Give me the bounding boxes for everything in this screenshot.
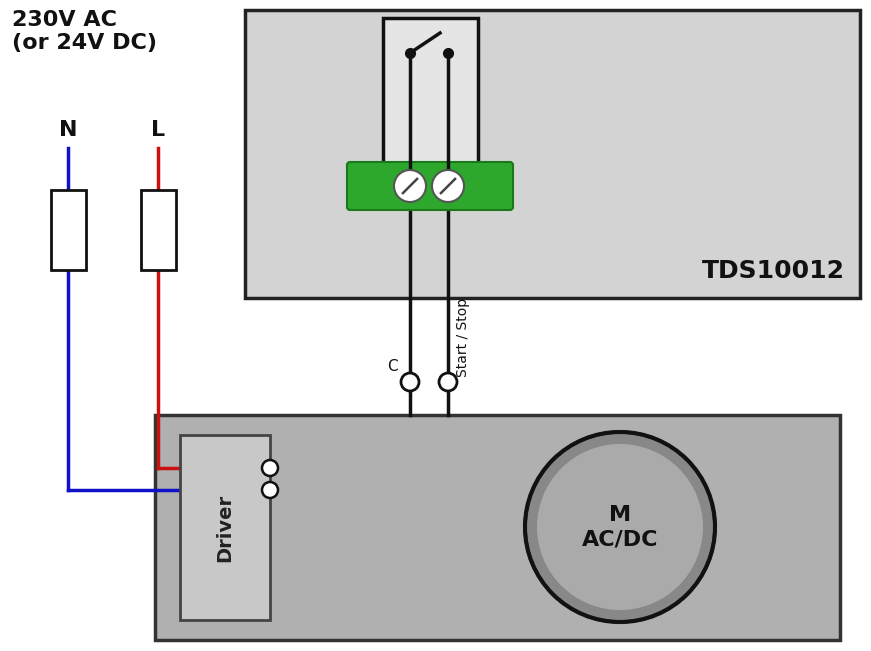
Text: M
AC/DC: M AC/DC [582, 505, 658, 549]
Circle shape [432, 170, 464, 202]
Circle shape [262, 460, 278, 476]
Circle shape [537, 444, 703, 610]
Circle shape [439, 373, 457, 391]
Circle shape [525, 432, 715, 622]
Bar [155, 415, 840, 640]
Text: Start / Stop: Start / Stop [456, 298, 470, 377]
Bar [245, 10, 860, 298]
Text: 230V AC
(or 24V DC): 230V AC (or 24V DC) [12, 10, 157, 53]
Text: L: L [151, 120, 165, 140]
Text: N: N [58, 120, 78, 140]
Text: TDS10012: TDS10012 [702, 259, 845, 283]
Bar [180, 435, 270, 620]
Bar [141, 190, 176, 270]
Circle shape [394, 170, 426, 202]
Bar [51, 190, 86, 270]
Text: C: C [388, 359, 398, 374]
Circle shape [401, 373, 419, 391]
Text: Driver: Driver [215, 493, 234, 562]
Bar [383, 18, 478, 173]
Circle shape [262, 482, 278, 498]
FancyBboxPatch shape [347, 162, 513, 210]
